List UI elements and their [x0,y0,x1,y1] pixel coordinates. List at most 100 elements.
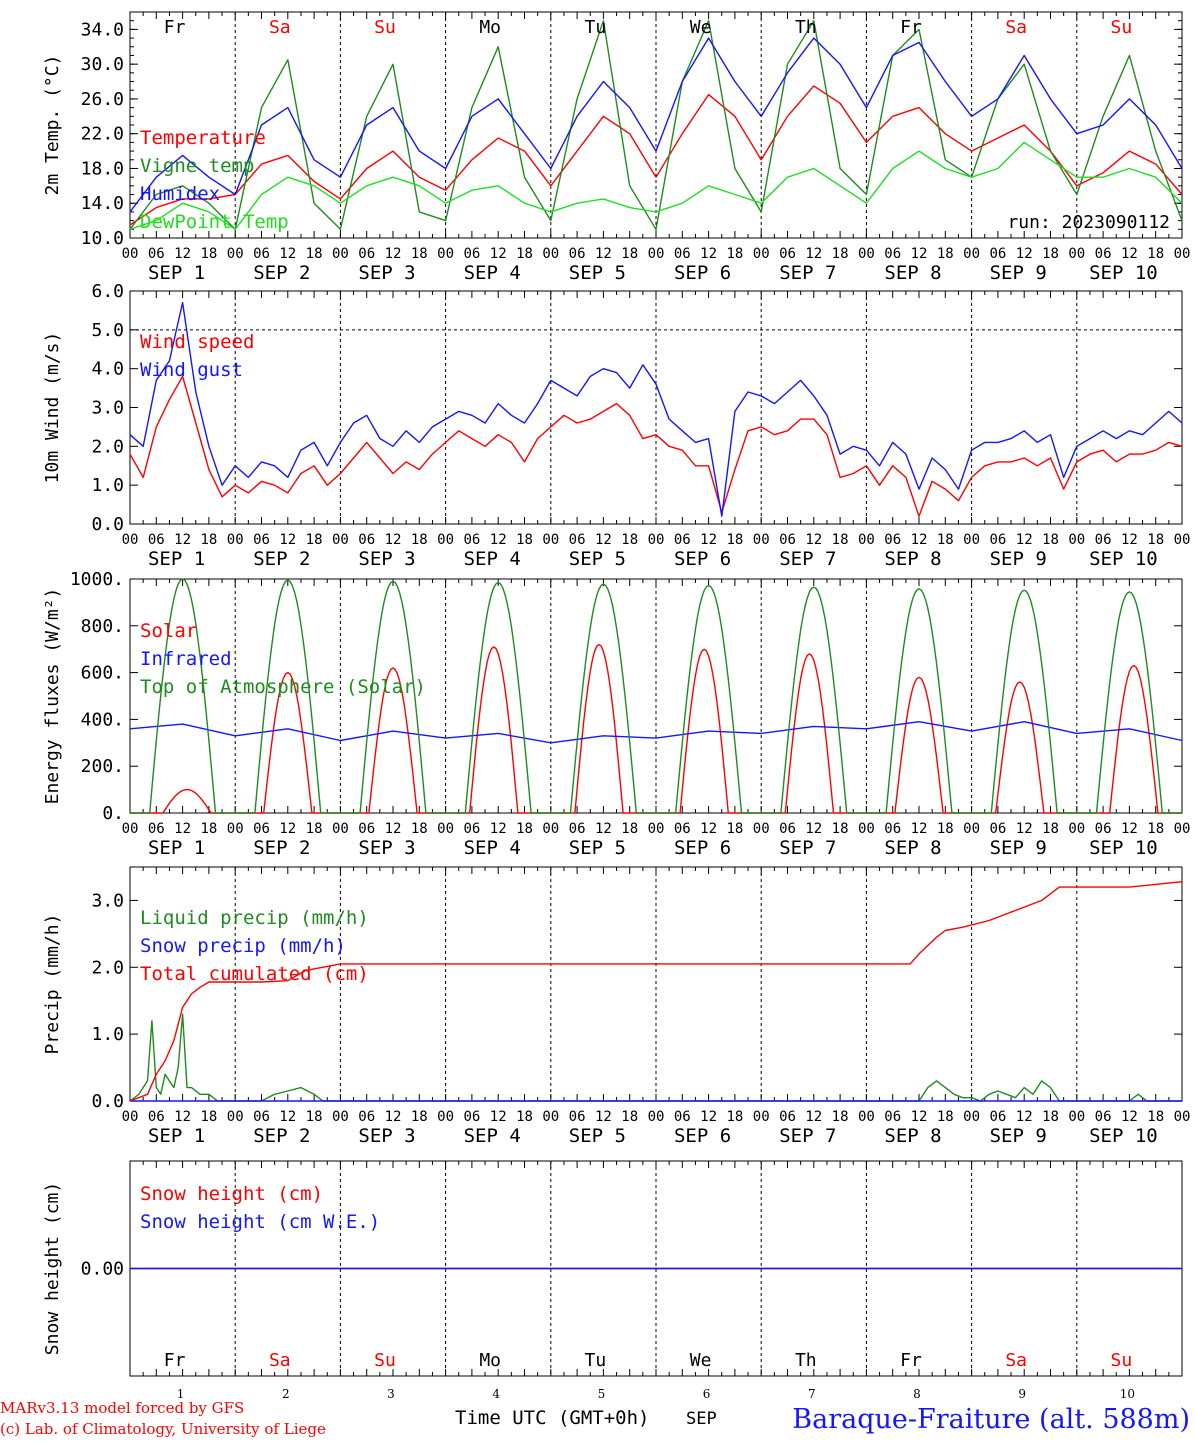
y-tick-label: 4.0 [91,359,124,380]
x-hour-label: 12 [805,532,822,548]
x-hour-label: 06 [1095,1109,1112,1125]
x-hour-label: 00 [122,532,139,548]
x-hour-label: 00 [753,246,770,262]
series-line-top-of-atmosphere-solar- [130,578,1182,814]
y-tick-label: 2.0 [91,436,124,457]
x-hour-label: 00 [1174,532,1191,548]
x-hour-label: 18 [1042,821,1059,837]
series-line-liquid-precip-mm-h- [129,1013,1182,1102]
x-hour-label: 00 [648,246,665,262]
x-hour-label: 12 [174,532,191,548]
day-name-top: Fr [900,17,922,38]
x-hour-label: 18 [306,532,323,548]
x-date-label: SEP 3 [358,548,415,570]
x-axis-title: Time UTC (GMT+0h) [455,1407,649,1429]
x-hour-label: 12 [1121,1109,1138,1125]
x-hour-label: 18 [832,821,849,837]
x-hour-label: 06 [569,1109,586,1125]
x-hour-label: 00 [122,821,139,837]
x-date-label: SEP 4 [464,548,521,570]
day-name-top: Th [795,17,817,38]
x-hour-label: 00 [1068,246,1085,262]
x-hour-label: 06 [569,246,586,262]
series-line-total-cumulated-cm- [129,881,1183,1102]
series-line-temperature [129,85,1183,226]
x-hour-label: 12 [595,246,612,262]
legend-entry: Snow height (cm W.E.) [140,1211,380,1233]
x-hour-label: 06 [674,532,691,548]
x-date-label: SEP 2 [253,837,310,859]
series-line-wind-gust [129,301,1183,517]
x-hour-label: 12 [911,246,928,262]
legend-entry: DewPoint Temp [140,211,289,233]
x-hour-label: 18 [411,821,428,837]
x-hour-label: 12 [385,821,402,837]
x-hour-label: 00 [227,246,244,262]
x-hour-label: 06 [358,821,375,837]
day-name-bottom: Fr [164,1350,186,1371]
x-date-label: SEP 1 [148,837,205,859]
legend-entry: Wind gust [140,359,243,381]
x-date-label: SEP 1 [148,262,205,284]
x-hour-label: 06 [989,1109,1006,1125]
x-hour-label: 00 [542,246,559,262]
x-hour-label: 18 [726,532,743,548]
x-hour-label: 18 [621,246,638,262]
run-annotation: run: 2023090112 [1007,212,1170,233]
day-name-top: Sa [1005,17,1027,38]
x-date-label: SEP 2 [253,262,310,284]
legend-entry: Solar [140,620,197,642]
x-hour-label: 06 [463,821,480,837]
y-tick-label: 0. [102,803,124,824]
x-hour-label: 12 [279,246,296,262]
y-axis-label: 2m Temp. (°C) [42,55,63,196]
x-hour-label: 12 [595,821,612,837]
x-hour-label: 06 [884,821,901,837]
y-tick-label: 34.0 [81,19,124,40]
y-tick-label: 0.00 [81,1259,124,1280]
y-tick-label: 2.0 [91,957,124,978]
day-number: 9 [1018,1387,1026,1401]
day-number: 5 [598,1387,606,1401]
x-hour-label: 12 [700,821,717,837]
x-hour-label: 00 [227,1109,244,1125]
panel-precip: 0.0 1.0 2.0 3.0 Precip (mm/h) Liquid precip (… [42,866,1191,1147]
y-tick-label: 22.0 [81,124,124,145]
x-hour-label: 06 [989,821,1006,837]
y-tick-label: 800. [81,616,124,637]
x-hour-label: 00 [753,1109,770,1125]
x-date-label: SEP 6 [674,1125,731,1147]
x-hour-label: 06 [884,1109,901,1125]
x-hour-label: 00 [122,246,139,262]
x-hour-label: 12 [385,246,402,262]
x-hour-label: 00 [332,1109,349,1125]
x-hour-label: 06 [569,821,586,837]
y-axis-label: Precip (mm/h) [42,914,63,1055]
x-hour-label: 12 [1016,821,1033,837]
x-hour-label: 12 [490,532,507,548]
x-hour-label: 00 [332,821,349,837]
panel-snow: 0.00 Snow height (cm) Snow height (cm) Snow… [42,1160,1183,1377]
legend-entry: Snow height (cm) [140,1183,323,1205]
x-hour-label: 12 [1121,532,1138,548]
x-hour-label: 00 [963,246,980,262]
x-hour-label: 06 [674,1109,691,1125]
x-hour-label: 12 [174,246,191,262]
x-hour-label: 06 [358,532,375,548]
x-hour-label: 18 [621,821,638,837]
x-hour-label: 06 [253,532,270,548]
day-name-bottom: Fr [900,1350,922,1371]
day-name-top: We [690,17,712,38]
x-hour-label: 00 [1174,1109,1191,1125]
x-date-label: SEP 3 [358,1125,415,1147]
x-hour-label: 00 [858,532,875,548]
x-hour-label: 18 [1042,246,1059,262]
x-hour-label: 18 [200,1109,217,1125]
day-number: 6 [703,1387,711,1401]
x-hour-label: 06 [569,532,586,548]
x-hour-label: 06 [779,532,796,548]
x-hour-label: 00 [122,1109,139,1125]
x-hour-label: 18 [411,246,428,262]
